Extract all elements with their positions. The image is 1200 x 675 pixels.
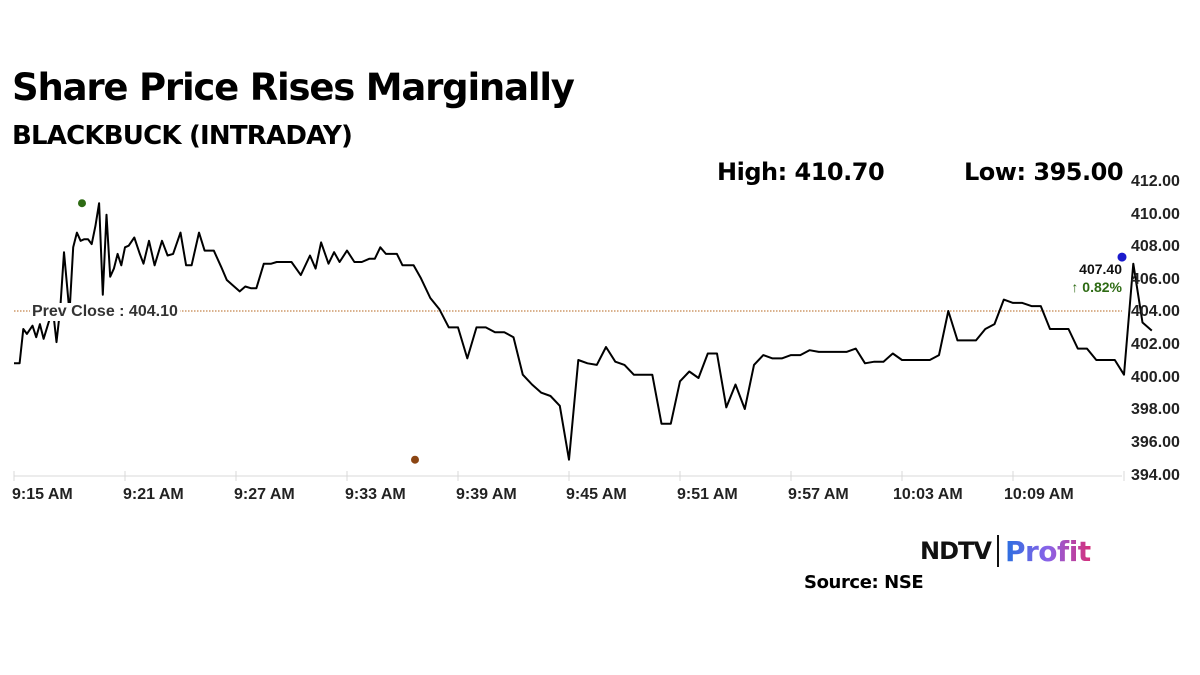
logo-profit-text: Profit — [1004, 534, 1091, 568]
y-tick: 398.00 — [1131, 401, 1180, 418]
price-line — [14, 202, 1153, 461]
x-tick: 9:39 AM — [456, 486, 517, 503]
chart-title: Share Price Rises Marginally — [12, 66, 575, 109]
last-price-marker — [1117, 252, 1127, 262]
low-marker — [411, 455, 419, 464]
chart-subtitle: BLACKBUCK (INTRADAY) — [12, 121, 353, 151]
y-tick: 408.00 — [1131, 238, 1180, 255]
x-tick: 10:03 AM — [893, 486, 963, 503]
y-tick: 400.00 — [1131, 369, 1180, 386]
x-tick: 9:27 AM — [234, 486, 295, 503]
y-tick: 406.00 — [1131, 271, 1180, 288]
x-tick: 9:33 AM — [345, 486, 406, 503]
x-tick: 9:51 AM — [677, 486, 738, 503]
high-stat: High: 410.70 — [717, 158, 885, 186]
x-tick: 9:21 AM — [123, 486, 184, 503]
x-axis-ticks — [13, 471, 1125, 481]
logo-ndtv-text: NDTV — [920, 537, 992, 565]
y-tick: 412.00 — [1131, 173, 1180, 190]
x-tick: 9:57 AM — [788, 486, 849, 503]
low-stat: Low: 395.00 — [964, 158, 1124, 186]
last-price-label: 407.40 — [1079, 261, 1122, 277]
source-label: Source: NSE — [804, 572, 924, 593]
x-tick: 10:09 AM — [1004, 486, 1074, 503]
last-change-label: ↑ 0.82% — [1071, 279, 1122, 295]
ndtv-profit-logo: NDTV Profit — [920, 533, 1091, 569]
prev-close-label: Prev Close : 404.10 — [30, 303, 180, 321]
y-tick: 402.00 — [1131, 336, 1180, 353]
y-tick: 404.00 — [1131, 303, 1180, 320]
high-marker — [78, 199, 86, 208]
x-tick: 9:45 AM — [566, 486, 627, 503]
y-tick: 396.00 — [1131, 434, 1180, 451]
y-tick: 394.00 — [1131, 467, 1180, 484]
x-tick: 9:15 AM — [12, 486, 73, 503]
logo-divider — [996, 535, 999, 567]
y-tick: 410.00 — [1131, 206, 1180, 223]
